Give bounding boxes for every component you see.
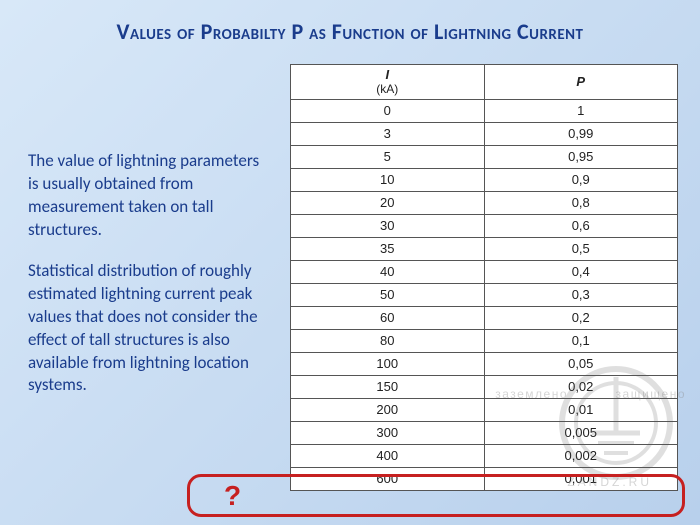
cell-probability: 0,95 (484, 146, 678, 169)
table-row: 50,95 (291, 146, 678, 169)
cell-current: 150 (291, 376, 485, 399)
cell-probability: 0,01 (484, 399, 678, 422)
cell-probability: 0,005 (484, 422, 678, 445)
cell-current: 3 (291, 123, 485, 146)
cell-probability: 0,6 (484, 215, 678, 238)
cell-current: 20 (291, 192, 485, 215)
cell-current: 60 (291, 307, 485, 330)
cell-probability: 0,3 (484, 284, 678, 307)
table-row: 100,9 (291, 169, 678, 192)
table-row: 1500,02 (291, 376, 678, 399)
col-header-probability: P (484, 65, 678, 100)
description-block: The value of lightning parameters is usu… (28, 150, 268, 415)
cell-current: 40 (291, 261, 485, 284)
table-row: 300,6 (291, 215, 678, 238)
cell-current: 400 (291, 445, 485, 468)
col-header-current-unit: (kA) (291, 83, 484, 96)
paragraph-1: The value of lightning parameters is usu… (28, 150, 268, 242)
cell-probability: 0,02 (484, 376, 678, 399)
col-header-current-symbol: I (385, 67, 389, 82)
table-row: 1000,05 (291, 353, 678, 376)
table-row: 30,99 (291, 123, 678, 146)
cell-probability: 0,8 (484, 192, 678, 215)
table-row: 3000,005 (291, 422, 678, 445)
cell-current: 300 (291, 422, 485, 445)
cell-current: 30 (291, 215, 485, 238)
cell-current: 0 (291, 100, 485, 123)
probability-table-wrap: I (kA) P 0130,9950,95100,9200,8300,6350,… (290, 64, 678, 491)
cell-probability: 1 (484, 100, 678, 123)
cell-current: 100 (291, 353, 485, 376)
table-row: 400,4 (291, 261, 678, 284)
table-body: 0130,9950,95100,9200,8300,6350,5400,4500… (291, 100, 678, 491)
table-row: 500,3 (291, 284, 678, 307)
cell-probability: 0,002 (484, 445, 678, 468)
question-mark: ? (224, 480, 241, 512)
probability-table: I (kA) P 0130,9950,95100,9200,8300,6350,… (290, 64, 678, 491)
slide-title: Values of Probabilty P as Function of Li… (0, 0, 700, 45)
table-row: 2000,01 (291, 399, 678, 422)
cell-probability: 0,9 (484, 169, 678, 192)
table-row: 01 (291, 100, 678, 123)
table-row: 800,1 (291, 330, 678, 353)
cell-current: 80 (291, 330, 485, 353)
table-row: 350,5 (291, 238, 678, 261)
table-row: 4000,002 (291, 445, 678, 468)
cell-probability: 0,1 (484, 330, 678, 353)
cell-probability: 0,2 (484, 307, 678, 330)
col-header-current: I (kA) (291, 65, 485, 100)
cell-probability: 0,4 (484, 261, 678, 284)
cell-current: 5 (291, 146, 485, 169)
cell-probability: 0,99 (484, 123, 678, 146)
cell-current: 200 (291, 399, 485, 422)
table-row: 200,8 (291, 192, 678, 215)
highlight-box (187, 474, 685, 517)
cell-probability: 0,05 (484, 353, 678, 376)
table-header-row: I (kA) P (291, 65, 678, 100)
table-row: 600,2 (291, 307, 678, 330)
cell-current: 10 (291, 169, 485, 192)
cell-current: 50 (291, 284, 485, 307)
paragraph-2: Statistical distribution of roughly esti… (28, 260, 268, 398)
cell-current: 35 (291, 238, 485, 261)
cell-probability: 0,5 (484, 238, 678, 261)
